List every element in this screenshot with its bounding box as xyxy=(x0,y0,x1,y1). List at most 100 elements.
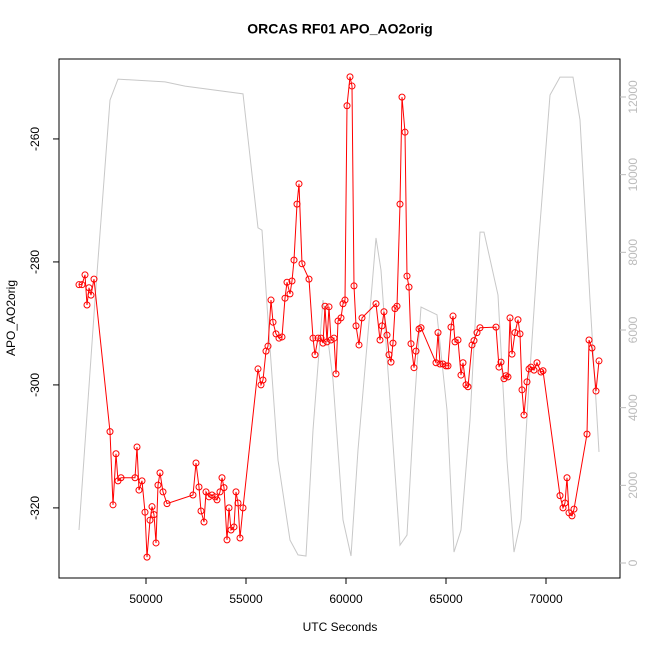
chart-title: ORCAS RF01 APO_AO2orig xyxy=(247,21,432,37)
y-tick-label: -260 xyxy=(28,127,42,151)
data-point xyxy=(389,339,397,347)
y2-tick-label: 0 xyxy=(626,559,640,566)
data-point xyxy=(150,511,158,519)
data-point xyxy=(556,492,564,500)
data-point xyxy=(154,481,162,489)
data-point xyxy=(454,336,462,344)
data-point xyxy=(539,367,547,375)
data-point xyxy=(442,362,450,370)
data-point xyxy=(470,337,478,345)
data-point xyxy=(570,505,578,513)
data-point xyxy=(563,474,571,482)
data-point xyxy=(239,504,247,512)
data-point xyxy=(290,256,298,264)
data-point xyxy=(595,357,603,365)
y2-tick-label: 10000 xyxy=(626,158,640,192)
data-point xyxy=(200,518,208,526)
series-line xyxy=(78,76,600,557)
data-point xyxy=(343,102,351,110)
data-point xyxy=(87,291,95,299)
data-point xyxy=(264,342,272,350)
data-point xyxy=(283,278,291,286)
data-point xyxy=(223,536,231,544)
data-point xyxy=(518,386,526,394)
y-axis-label: APO_AO2orig xyxy=(4,280,18,356)
data-point xyxy=(568,512,576,520)
data-point xyxy=(323,338,331,346)
data-point xyxy=(355,341,363,349)
data-point xyxy=(230,523,238,531)
data-point xyxy=(401,128,409,136)
x-tick-label: 60000 xyxy=(329,592,363,606)
plot-frame xyxy=(58,58,621,579)
data-point xyxy=(434,329,442,337)
data-point xyxy=(506,314,514,322)
data-point xyxy=(146,516,154,524)
x-axis-label: UTC Seconds xyxy=(303,620,378,634)
data-point xyxy=(525,365,533,373)
data-point xyxy=(497,358,505,366)
data-point xyxy=(195,483,203,491)
data-point xyxy=(259,376,267,384)
data-point xyxy=(583,430,591,438)
data-point xyxy=(85,284,93,292)
data-point xyxy=(352,322,360,330)
data-point xyxy=(393,302,401,310)
data-point xyxy=(75,281,83,289)
data-point xyxy=(202,488,210,496)
x-tick-label: 70000 xyxy=(529,592,563,606)
data-point xyxy=(159,488,167,496)
x-tick-label: 50000 xyxy=(129,592,163,606)
data-point xyxy=(410,364,418,372)
data-point xyxy=(504,373,512,381)
data-point xyxy=(278,333,286,341)
data-point xyxy=(592,387,600,395)
data-point xyxy=(530,366,538,374)
data-point xyxy=(520,411,528,419)
data-point xyxy=(332,370,340,378)
y2-tick-label: 12000 xyxy=(626,80,640,114)
data-point xyxy=(464,383,472,391)
y-tick-label: -320 xyxy=(28,496,42,520)
data-point xyxy=(281,294,289,302)
data-point xyxy=(78,281,86,289)
data-point xyxy=(585,336,593,344)
data-point xyxy=(403,272,411,280)
data-point xyxy=(254,365,262,373)
data-point xyxy=(321,302,329,310)
data-point xyxy=(293,200,301,208)
data-point xyxy=(163,500,171,508)
data-point xyxy=(109,501,117,509)
data-point xyxy=(311,351,319,359)
data-point xyxy=(383,331,391,339)
data-point xyxy=(218,474,226,482)
y2-tick-label: 6000 xyxy=(626,316,640,343)
data-point xyxy=(462,381,470,389)
data-point xyxy=(309,334,317,342)
data-point xyxy=(476,324,484,332)
data-point xyxy=(143,553,151,561)
data-point xyxy=(350,282,358,290)
data-point xyxy=(305,275,313,283)
data-point xyxy=(417,324,425,332)
data-point xyxy=(131,474,139,482)
y-tick-label: -300 xyxy=(28,373,42,397)
y2-tick-label: 8000 xyxy=(626,239,640,266)
data-point xyxy=(152,539,160,547)
data-point xyxy=(588,344,596,352)
data-point xyxy=(511,329,519,337)
data-point xyxy=(339,300,347,308)
data-point xyxy=(236,534,244,542)
data-point xyxy=(348,82,356,90)
data-point xyxy=(378,322,386,330)
data-point xyxy=(412,347,420,355)
data-point xyxy=(90,275,98,283)
data-point xyxy=(156,469,164,477)
data-point xyxy=(148,503,156,511)
data-point xyxy=(444,362,452,370)
data-point xyxy=(81,271,89,279)
data-point xyxy=(216,488,224,496)
data-point xyxy=(138,477,146,485)
